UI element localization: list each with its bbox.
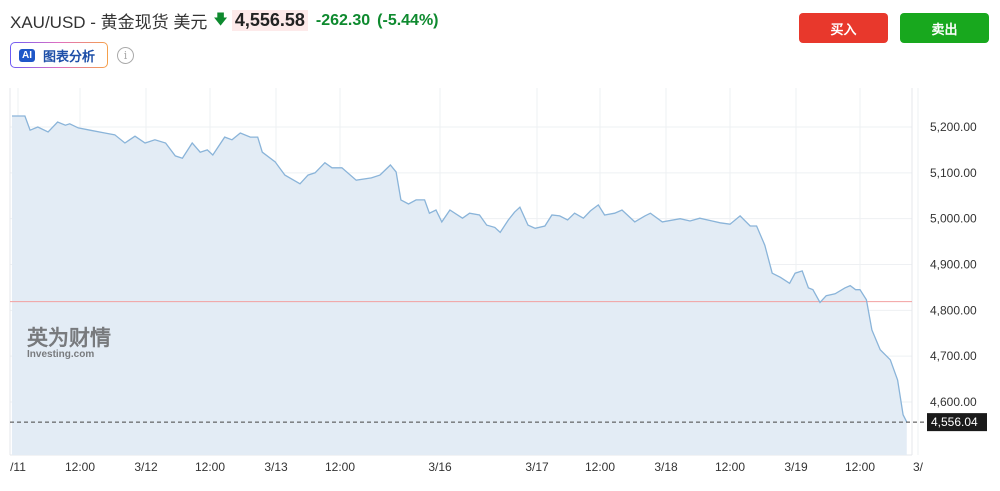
current-price-tag [927,413,987,432]
y-tick-label: 4,600.00 [930,395,977,409]
x-tick-label: 12:00 [585,460,615,474]
sell-button[interactable]: 卖出 [900,13,989,43]
y-tick-label: 5,000.00 [930,212,977,226]
x-tick-label: 3/13 [264,460,288,474]
y-tick-label: 5,100.00 [930,166,977,180]
x-tick-label: 12:00 [715,460,745,474]
price-area-fill [11,116,907,455]
ai-chart-analysis-button[interactable]: AI 图表分析 [10,42,108,68]
last-price: 4,556.58 [231,10,308,31]
instrument-header: XAU/USD - 黄金现货 美元 🡇 4,556.58 -262.30 (-5… [10,8,439,33]
arrow-down-icon: 🡇 [213,10,228,27]
y-tick-label: 4,800.00 [930,303,977,317]
x-tick-label: /11 [10,460,26,474]
x-tick-label: 12:00 [325,460,355,474]
x-tick-label: 3/16 [428,460,452,474]
x-tick-label: 3/18 [654,460,678,474]
price-line [12,115,908,423]
instrument-title: XAU/USD - 黄金现货 美元 [10,13,208,32]
current-price-label: 4,556.04 [931,415,978,429]
x-tick-label: 12:00 [845,460,875,474]
x-tick-label: 12:00 [65,460,95,474]
x-tick-label: 3/ [913,460,924,474]
watermark-logo: 英为财情 Investing.com [27,326,111,360]
price-change-percent: (-5.44%) [377,11,439,29]
y-tick-label: 4,700.00 [930,349,977,363]
y-axis: 5,200.00 5,100.00 5,000.00 4,900.00 4,800.00… [930,120,977,409]
ai-button-label: 图表分析 [43,48,96,64]
watermark-en: Investing.com [27,349,94,360]
ai-icon: AI [19,48,35,62]
x-tick-label: 3/19 [784,460,808,474]
buy-button[interactable]: 买入 [799,13,888,43]
y-tick-label: 5,200.00 [930,120,977,134]
x-tick-label: 12:00 [195,460,225,474]
y-tick-label: 4,900.00 [930,257,977,271]
x-tick-label: 3/12 [134,460,158,474]
info-icon[interactable]: i [117,47,134,64]
x-axis: /11 12:00 3/12 12:00 3/13 12:00 3/16 3/17 12:00 3… [10,460,924,474]
watermark-cn: 英为财情 [27,326,111,350]
price-change: -262.30 [315,11,371,29]
x-tick-label: 3/17 [525,460,549,474]
